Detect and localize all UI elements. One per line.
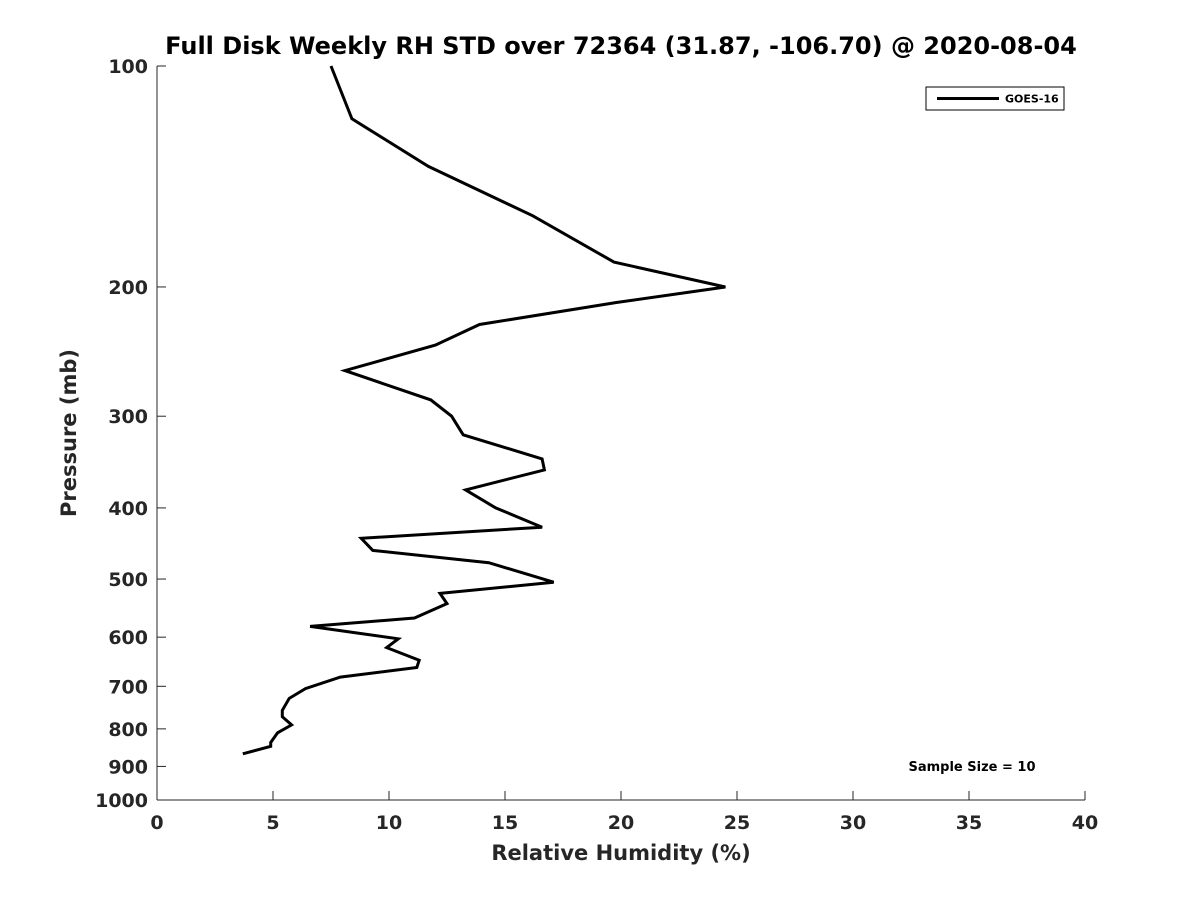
y-tick-label: 300 [108,406,148,428]
y-tick-label: 1000 [95,790,148,812]
x-tick-label: 30 [840,812,866,834]
y-tick-label: 900 [108,756,148,778]
legend-label-goes-16: GOES-16 [1005,93,1059,106]
y-tick-label: 700 [108,676,148,698]
y-axis-label: Pressure (mb) [57,349,81,517]
y-tick-label: 500 [108,569,148,591]
x-axis: 0 5 10 15 20 25 30 35 40 [150,791,1098,834]
series-line-goes-16 [242,65,726,756]
x-tick-label: 10 [376,812,402,834]
y-tick-label: 400 [108,498,148,520]
chart-title: Full Disk Weekly RH STD over 72364 (31.8… [165,32,1077,60]
x-axis-label: Relative Humidity (%) [491,841,750,865]
sample-size-annotation: Sample Size = 10 [908,760,1035,775]
y-tick-label: 100 [108,56,148,78]
x-tick-label: 15 [492,812,518,834]
y-tick-label: 200 [108,277,148,299]
y-tick-label: 800 [108,719,148,741]
x-tick-label: 35 [956,812,982,834]
x-tick-label: 0 [150,812,163,834]
y-tick-label: 600 [108,627,148,649]
x-tick-label: 40 [1072,812,1098,834]
x-tick-label: 5 [266,812,279,834]
y-axis: 100 200 300 400 500 600 700 800 900 1000 [95,56,166,812]
x-tick-label: 20 [608,812,634,834]
legend: GOES-16 [925,86,1065,111]
x-tick-label: 25 [724,812,750,834]
